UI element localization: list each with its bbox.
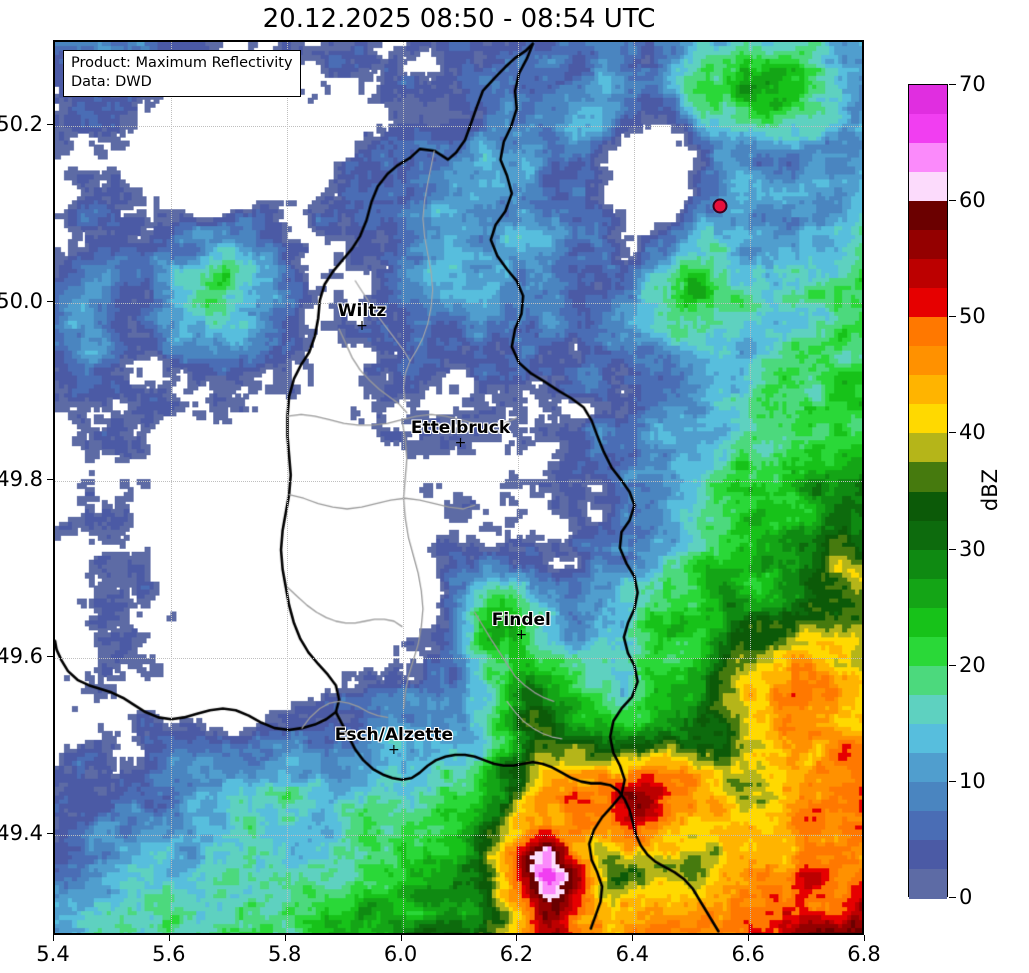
- colorbar-band: [909, 346, 947, 376]
- colorbar-band: [909, 491, 947, 522]
- y-axis-tick: [47, 833, 53, 835]
- x-axis-tick: [168, 935, 170, 941]
- colorbar-tick: [949, 664, 956, 666]
- colorbar-band: [909, 868, 947, 899]
- colorbar-band: [909, 549, 947, 580]
- colorbar-band: [909, 201, 947, 231]
- product-label: Product: Maximum Reflectivity: [71, 55, 293, 71]
- data-source-label: Data: DWD: [71, 74, 152, 91]
- colorbar-band: [909, 665, 947, 696]
- colorbar-tick-label: 30: [959, 536, 986, 561]
- colorbar-tick-label: 0: [959, 885, 973, 909]
- colorbar-band: [909, 723, 947, 754]
- colorbar-tick-label: 10: [959, 768, 986, 793]
- x-axis-tick: [53, 935, 54, 941]
- radar-station-marker-icon[interactable]: [712, 198, 728, 214]
- x-axis-tick-label: 5.8: [268, 942, 302, 966]
- colorbar-axis-title: dBZ: [978, 468, 1002, 512]
- x-axis-tick-label: 6.8: [847, 942, 881, 966]
- colorbar-band: [909, 172, 947, 202]
- colorbar-band: [909, 578, 947, 609]
- colorbar-tick-label: 50: [959, 304, 986, 329]
- colorbar-band: [909, 230, 947, 260]
- colorbar-tick: [949, 84, 956, 85]
- colorbar-band: [909, 85, 947, 115]
- colorbar-tick: [949, 780, 956, 782]
- x-axis-tick: [400, 935, 402, 941]
- colorbar-band: [909, 143, 947, 173]
- x-axis-tick-label: 6.6: [731, 942, 765, 966]
- y-axis-tick-label: 49.6: [0, 643, 43, 668]
- x-axis-tick: [864, 935, 865, 941]
- colorbar-tick: [949, 548, 956, 550]
- y-axis-tick: [47, 124, 53, 126]
- colorbar-band: [909, 259, 947, 289]
- colorbar-tick: [949, 432, 956, 434]
- y-axis-tick: [47, 655, 53, 657]
- y-axis-tick-label: 50.2: [0, 112, 43, 137]
- x-axis-tick: [284, 935, 286, 941]
- colorbar-band: [909, 839, 947, 870]
- colorbar-tick-label: 60: [959, 188, 986, 213]
- y-axis-tick: [47, 301, 53, 303]
- colorbar[interactable]: [908, 84, 948, 899]
- colorbar-band: [909, 114, 947, 144]
- colorbar-band: [909, 781, 947, 812]
- y-axis-tick-label: 49.8: [0, 466, 43, 491]
- colorbar-band: [909, 607, 947, 638]
- x-axis-tick-label: 5.6: [152, 942, 186, 966]
- y-axis-tick: [47, 478, 53, 480]
- y-axis-tick-label: 49.4: [0, 821, 43, 846]
- colorbar-band: [909, 404, 947, 435]
- x-axis-tick-label: 6.4: [615, 942, 649, 966]
- colorbar-band: [909, 520, 947, 551]
- page-title: 20.12.2025 08:50 - 08:54 UTC: [262, 4, 656, 34]
- colorbar-tick-label: 70: [959, 72, 986, 96]
- colorbar-band: [909, 433, 947, 464]
- colorbar-band: [909, 462, 947, 493]
- colorbar-tick-label: 40: [959, 420, 986, 445]
- x-axis-tick: [632, 935, 634, 941]
- radar-reflectivity-canvas: [55, 42, 862, 933]
- colorbar-band: [909, 694, 947, 725]
- colorbar-band: [909, 375, 947, 405]
- colorbar-tick: [949, 897, 956, 898]
- colorbar-band: [909, 636, 947, 667]
- x-axis-tick: [748, 935, 750, 941]
- colorbar-band: [909, 810, 947, 841]
- x-axis-tick-label: 5.4: [36, 942, 70, 966]
- y-axis-tick-label: 50.0: [0, 289, 43, 314]
- x-axis-tick: [516, 935, 518, 941]
- colorbar-band: [909, 752, 947, 783]
- x-axis-tick-label: 6.0: [383, 942, 418, 966]
- product-info-box: Product: Maximum Reflectivity Data: DWD: [63, 50, 301, 98]
- colorbar-tick: [949, 316, 956, 318]
- colorbar-tick: [949, 200, 956, 202]
- colorbar-band: [909, 317, 947, 347]
- colorbar-band: [909, 288, 947, 318]
- colorbar-tick-label: 20: [959, 652, 986, 677]
- x-axis-tick-label: 6.2: [499, 942, 534, 966]
- radar-map-panel[interactable]: Wiltz + Ettelbruck + Findel + Esch/Alzette + Pr…: [53, 40, 864, 935]
